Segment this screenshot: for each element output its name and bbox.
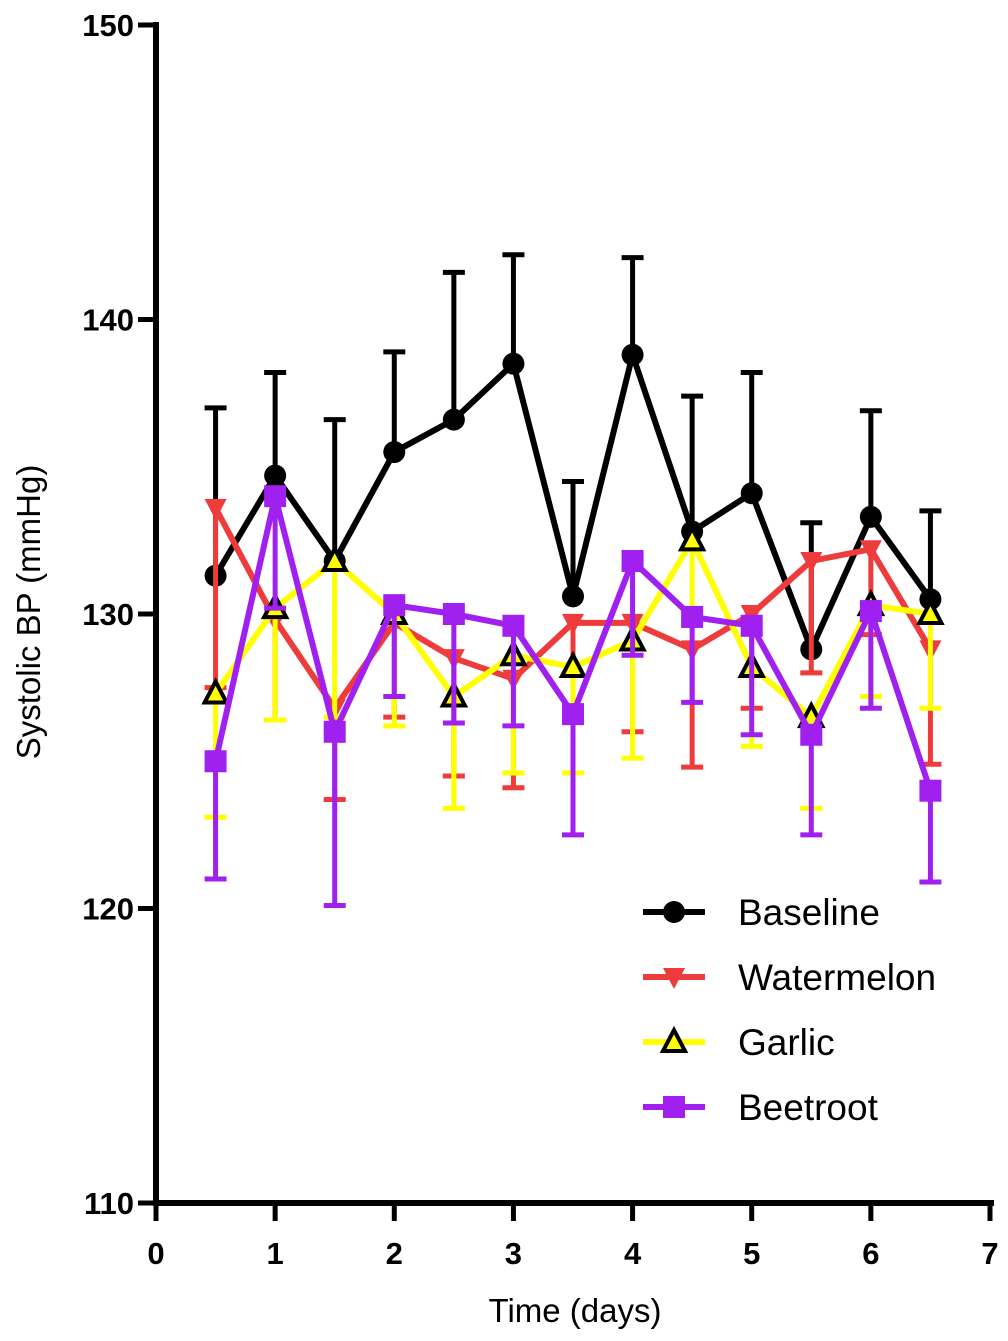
legend-item-watermelon: Watermelon: [643, 957, 936, 998]
y-tick-label: 110: [84, 1186, 134, 1221]
watermelon-point: [204, 498, 227, 520]
x-tick-label: 3: [505, 1236, 522, 1271]
x-tick-label: 1: [267, 1236, 284, 1271]
beetroot-point: [502, 614, 525, 637]
watermelon-point: [859, 540, 882, 562]
watermelon-point: [562, 613, 584, 635]
garlic-point: [916, 597, 945, 625]
legend-label: Garlic: [738, 1022, 835, 1063]
beetroot-point: [681, 605, 704, 628]
garlic-point: [558, 650, 588, 679]
ticks: 0 1 2 3 4 5 6 7 110 120 130 140 150: [82, 8, 998, 1271]
baseline-point: [383, 441, 406, 464]
legend-item-baseline: Baseline: [643, 892, 880, 933]
beetroot-point: [383, 594, 406, 617]
series-baseline: [204, 252, 942, 661]
x-tick-label: 4: [624, 1236, 642, 1271]
beetroot-point: [264, 485, 287, 508]
x-axis-title: Time (days): [489, 1292, 662, 1329]
baseline-point: [859, 505, 882, 528]
legend-label: Watermelon: [738, 957, 936, 998]
baseline-point: [442, 408, 465, 431]
beetroot-point: [800, 723, 823, 746]
x-tick-label: 5: [743, 1236, 760, 1271]
y-tick-label: 130: [82, 597, 134, 632]
garlic-point: [320, 544, 350, 572]
baseline-point: [740, 482, 763, 505]
beetroot-point: [859, 600, 882, 623]
watermelon-point: [800, 551, 823, 573]
legend: Baseline Watermelon Garlic Beetroot: [643, 892, 936, 1128]
beetroot-point: [204, 750, 227, 773]
legend-item-garlic: Garlic: [643, 1022, 835, 1063]
legend-swatch-marker: [663, 901, 685, 923]
y-tick-label: 140: [82, 303, 134, 338]
y-tick-label: 120: [82, 892, 134, 927]
garlic-point: [201, 677, 230, 705]
legend-swatch-marker: [663, 1096, 685, 1118]
x-tick-label: 2: [386, 1236, 403, 1271]
baseline-point: [621, 343, 644, 366]
series-beetroot: [204, 485, 942, 909]
legend-label: Beetroot: [738, 1087, 879, 1128]
baseline-point: [264, 464, 287, 487]
beetroot-point: [323, 720, 346, 743]
beetroot-point: [621, 549, 644, 572]
beetroot-point: [562, 703, 584, 726]
legend-label: Baseline: [738, 892, 880, 933]
beetroot-point: [740, 614, 763, 637]
x-tick-label: 7: [981, 1236, 998, 1271]
x-tick-label: 6: [862, 1236, 879, 1271]
legend-swatch-marker: [663, 968, 685, 989]
beetroot-point: [919, 779, 942, 802]
x-tick-label: 0: [147, 1236, 164, 1271]
baseline-point: [562, 585, 584, 608]
y-tick-label: 150: [82, 8, 134, 43]
baseline-point: [502, 352, 525, 375]
series-layer: [201, 252, 945, 909]
legend-swatch-marker: [659, 1025, 689, 1053]
legend-item-beetroot: Beetroot: [643, 1087, 879, 1128]
y-axis-title: Systolic BP (mmHg): [10, 465, 47, 760]
beetroot-point: [442, 603, 465, 625]
garlic-point: [677, 524, 707, 552]
